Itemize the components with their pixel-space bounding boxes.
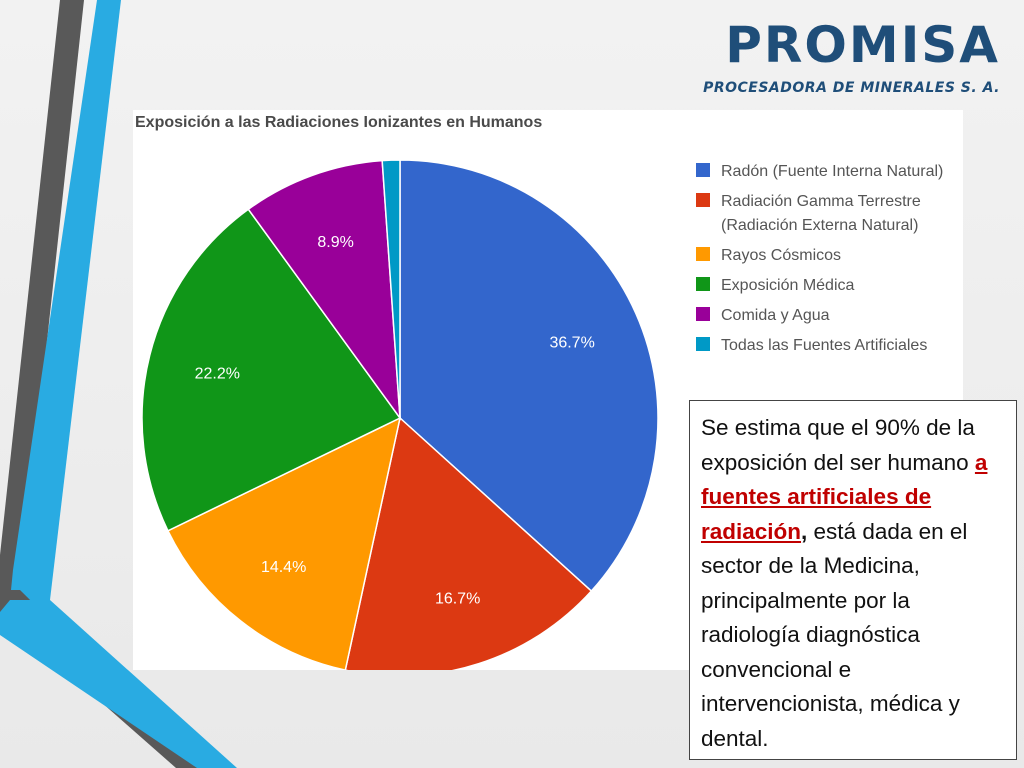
- slice-data-label-3: 14.4%: [261, 559, 306, 576]
- note-part1: Se estima que el 90% de la exposición de…: [701, 415, 975, 475]
- slice-data-label-1: 36.7%: [549, 335, 594, 352]
- legend-label-5: Comida y Agua: [721, 307, 830, 324]
- legend-swatch-4: [696, 277, 710, 291]
- note-part2: está dada en el sector de la Medicina, p…: [701, 518, 968, 751]
- note-highlight: a fuentes artificiales de radiación: [701, 449, 988, 544]
- legend-item-3: Rayos Cósmicos: [696, 244, 943, 268]
- legend-label-3: Rayos Cósmicos: [721, 247, 842, 264]
- legend-item-1: Radón (Fuente Interna Natural): [696, 160, 943, 184]
- legend-item-5: Comida y Agua: [696, 304, 943, 328]
- legend-item-2: Radiación Gamma Terrestre (Radiación Ext…: [696, 190, 943, 238]
- chart-panel: Exposición a las Radiaciones Ionizantes …: [133, 110, 963, 670]
- pie-slice-2: [344, 416, 593, 670]
- legend-label-1: Radón (Fuente Interna Natural): [721, 163, 944, 180]
- pie-slice-1: [399, 159, 659, 593]
- note-box: Se estima que el 90% de la exposición de…: [689, 400, 1017, 760]
- logo-subtitle: PROCESADORA DE MINERALES S. A.: [703, 80, 1000, 96]
- legend-swatch-2: [696, 193, 710, 207]
- legend-label-6: Todas las Fuentes Artificiales: [721, 337, 928, 354]
- note-comma: ,: [801, 518, 808, 544]
- legend-label-2: Radiación Gamma Terrestre (Radiación Ext…: [721, 193, 921, 234]
- slice-data-label-2: 16.7%: [435, 590, 480, 607]
- logo-title: PROMISA: [725, 16, 1000, 74]
- legend-item-4: Exposición Médica: [696, 274, 943, 298]
- slice-data-label-4: 22.2%: [195, 365, 240, 382]
- pie-slice-3: [166, 416, 402, 670]
- note-text: Se estima que el 90% de la exposición de…: [701, 411, 1008, 756]
- pie-chart: 36.7% 16.7% 14.4% 22.2% 8.9%: [141, 159, 659, 670]
- legend-swatch-3: [696, 247, 710, 261]
- cyan-stripe-top: [10, 0, 121, 600]
- legend-swatch-6: [696, 337, 710, 351]
- chart-legend: Radón (Fuente Interna Natural) Radiación …: [696, 160, 943, 364]
- chart-title: Exposición a las Radiaciones Ionizantes …: [135, 114, 543, 131]
- pie-slice-5: [247, 159, 401, 421]
- cyan-stripe-bottom: [0, 600, 237, 768]
- slice-data-label-5: 8.9%: [317, 234, 353, 251]
- legend-label-4: Exposición Médica: [721, 277, 855, 294]
- grey-stripe-top: [0, 0, 84, 590]
- legend-swatch-5: [696, 307, 710, 321]
- legend-item-6: Todas las Fuentes Artificiales: [696, 334, 943, 358]
- legend-swatch-1: [696, 163, 710, 177]
- pie-slice-6: [381, 159, 401, 419]
- pie-slice-4: [141, 208, 402, 532]
- promisa-logo: PROMISA PROCESADORA DE MINERALES S. A.: [703, 14, 1000, 96]
